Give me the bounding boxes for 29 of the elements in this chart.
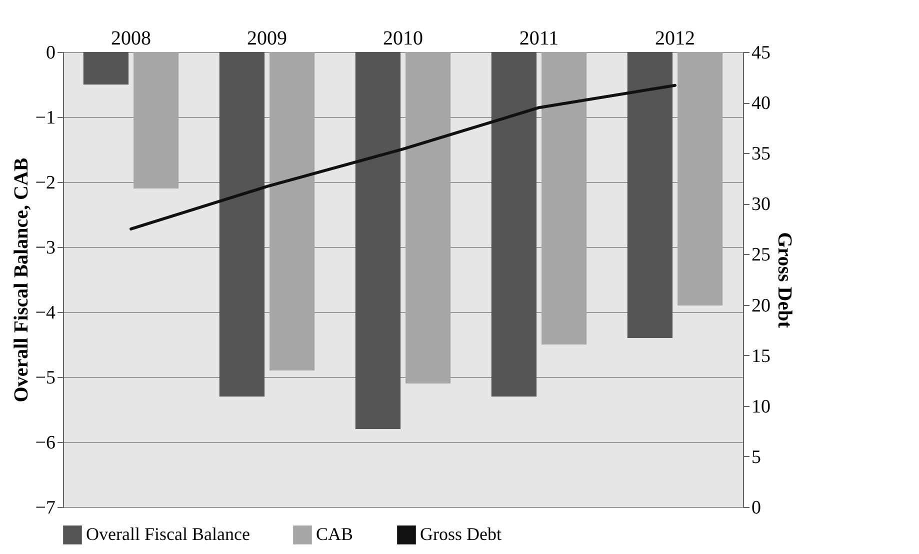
y-tick-label: −4 bbox=[35, 302, 56, 324]
y-tick-label: −1 bbox=[35, 108, 56, 128]
y2-tick-label: 30 bbox=[752, 194, 770, 216]
y-tick-label: −7 bbox=[35, 498, 56, 518]
x-tick-label: 2012 bbox=[655, 28, 695, 50]
legend-label: Overall Fiscal Balance bbox=[86, 524, 250, 544]
y2-tick-label: 5 bbox=[752, 446, 761, 468]
y-tick-label: 0 bbox=[46, 42, 56, 64]
y2-tick-label: 25 bbox=[752, 244, 770, 266]
legend-label: Gross Debt bbox=[420, 524, 502, 544]
y2-tick-label: 45 bbox=[752, 42, 770, 64]
y2-axis-title: Gross Debt bbox=[774, 232, 796, 328]
y2-tick-label: 0 bbox=[752, 498, 761, 518]
x-tick-label: 2010 bbox=[383, 28, 423, 50]
y2-tick-label: 10 bbox=[752, 396, 770, 418]
y-tick-label: −6 bbox=[35, 432, 56, 454]
y2-tick-label: 40 bbox=[752, 93, 770, 114]
legend-label: CAB bbox=[316, 524, 354, 544]
y-axis-title: Overall Fiscal Balance, CAB bbox=[10, 158, 32, 402]
y-tick-label: −2 bbox=[35, 172, 56, 194]
y-tick-label: −3 bbox=[35, 238, 56, 258]
line-series bbox=[130, 84, 676, 230]
y2-tick-label: 35 bbox=[752, 144, 770, 165]
y2-tick-label: 20 bbox=[752, 295, 770, 316]
y2-tick-label: 15 bbox=[752, 346, 770, 367]
y-tick-label: −5 bbox=[35, 368, 56, 388]
x-tick-label: 2011 bbox=[519, 28, 559, 50]
x-tick-label: 2009 bbox=[247, 28, 287, 50]
x-tick-label: 2008 bbox=[111, 28, 151, 50]
